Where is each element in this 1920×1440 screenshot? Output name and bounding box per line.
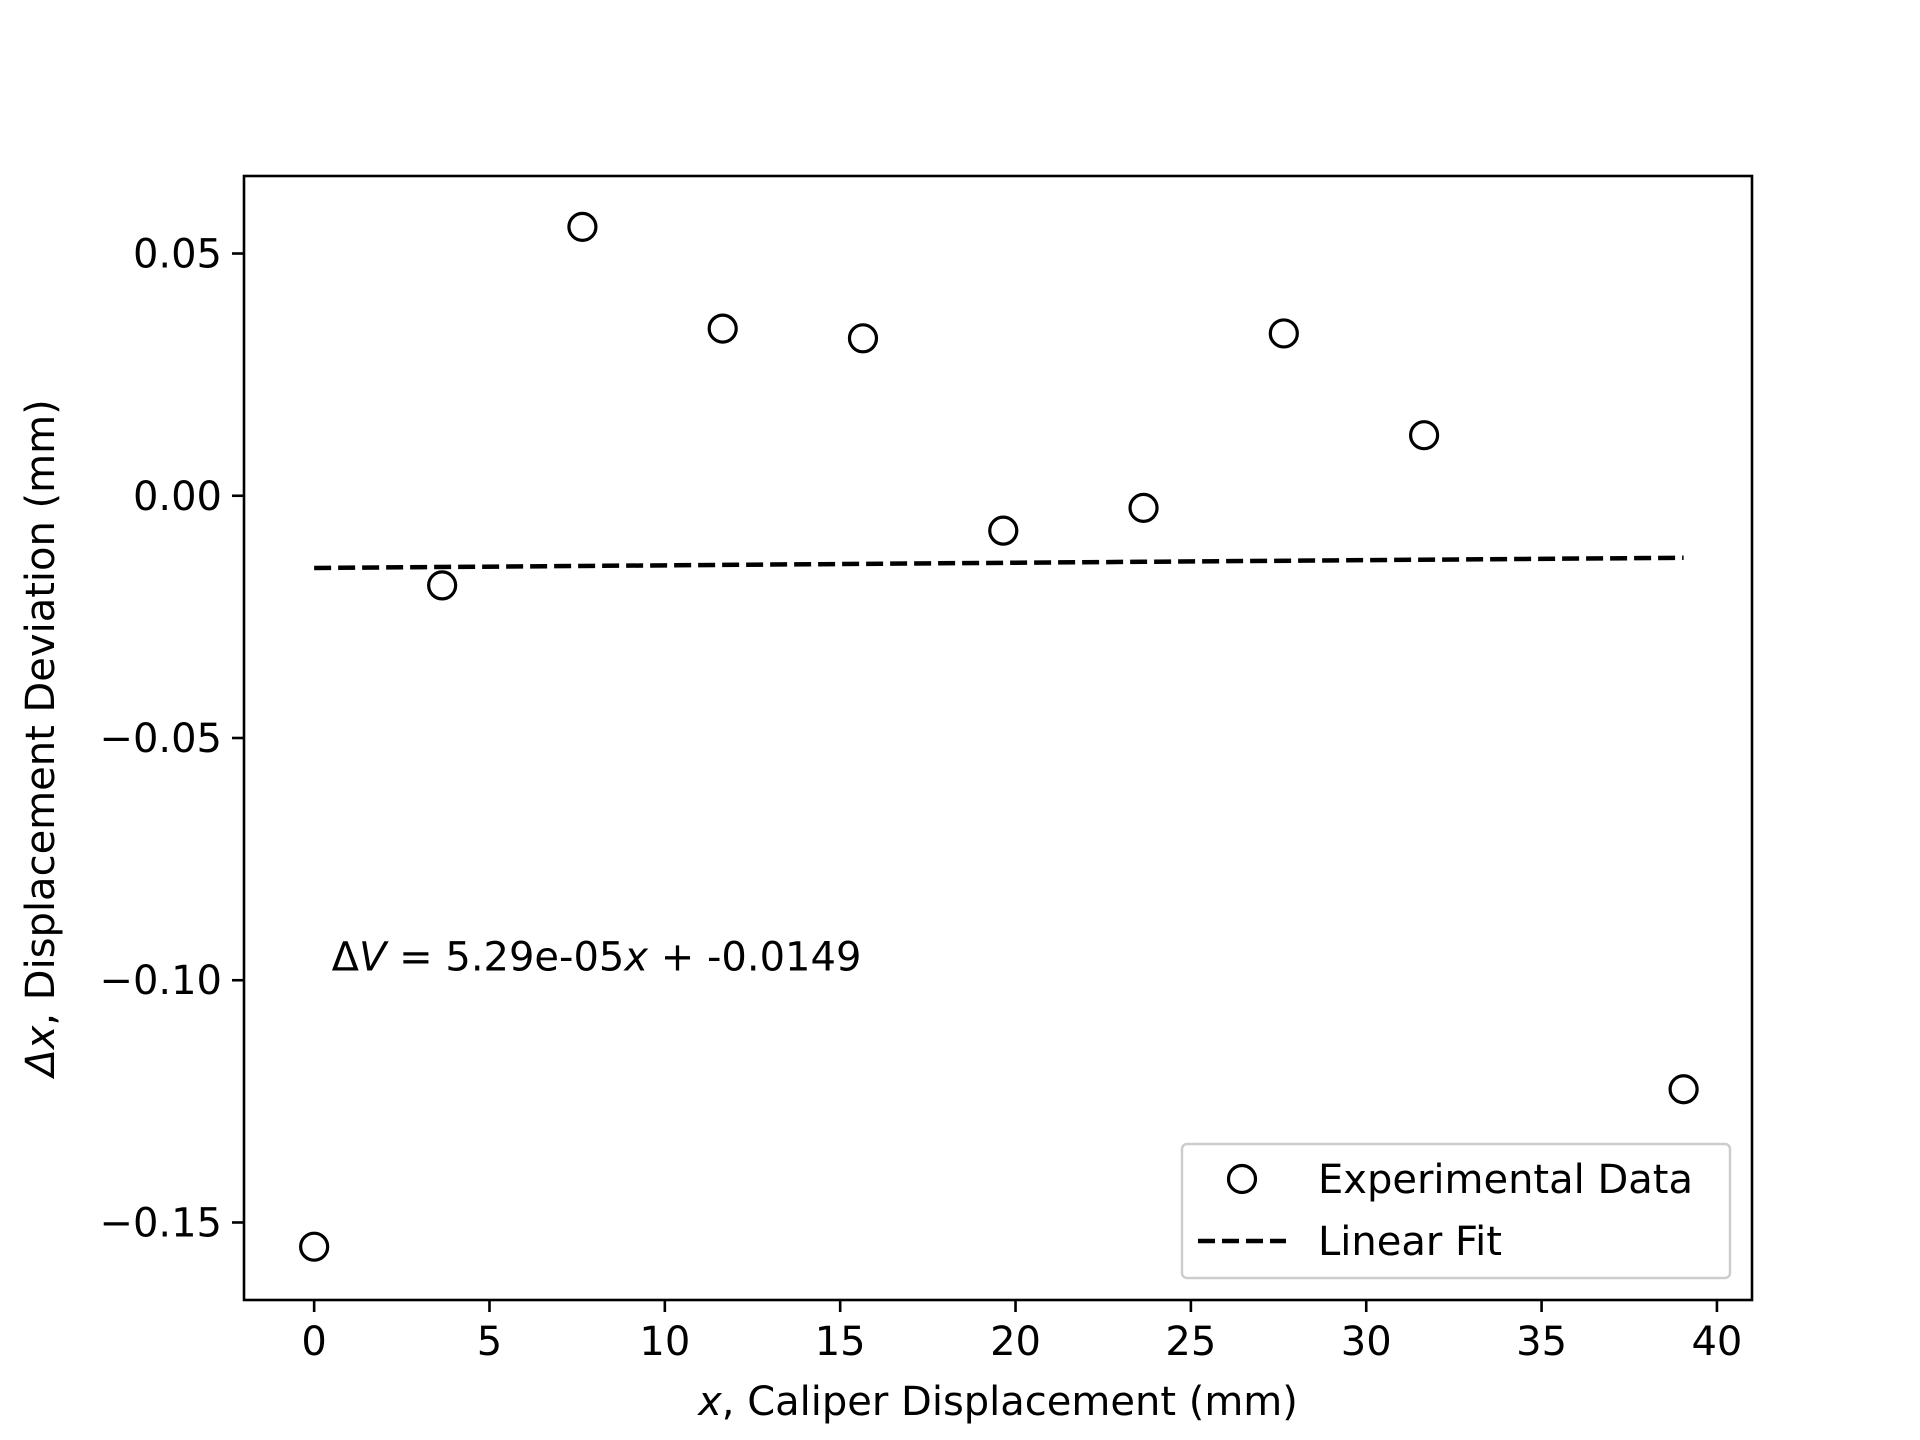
y-axis-label-variable: Δx [18,1025,64,1079]
y-tick-label: −0.05 [99,716,222,762]
annotation-intercept: + -0.0149 [648,935,861,981]
x-axis-label-variable: x [696,1379,722,1425]
annotation-delta: Δ [332,935,360,981]
legend-label-experimental-data: Experimental Data [1318,1157,1693,1203]
data-point [427,570,458,601]
data-point [567,211,598,242]
plot-area [299,211,1699,1262]
data-point [988,515,1019,546]
data-point [847,323,879,354]
legend-box [1180,1142,1732,1280]
y-tick-label: 0.05 [133,232,222,278]
annotation-slope: = 5.29e-05 [386,935,624,981]
x-tick-label: 15 [815,1319,866,1365]
x-tick-label: 40 [1691,1319,1742,1365]
data-point [707,313,738,344]
y-tick-label: −0.15 [99,1200,222,1246]
x-tick-label: 35 [1516,1319,1567,1365]
annotation-lhs-variable: V [359,935,389,981]
x-tick-label: 5 [477,1319,502,1365]
x-axis-label-text: , Caliper Displacement (mm) [722,1379,1298,1425]
x-tick-label: 25 [1165,1319,1216,1365]
y-axis-label: Δx, Displacement Deviation (mm) [18,399,64,1079]
legend: Experimental Data Linear Fit [1180,1142,1732,1280]
y-tick-label: 0.00 [133,474,222,520]
x-axis: 0 5 10 15 20 25 30 35 40 [301,1300,1742,1365]
y-axis: 0.05 0.00 −0.05 −0.10 −0.15 [99,232,244,1246]
linear-fit-line [314,555,1684,571]
legend-marker-experimental-data [1226,1163,1258,1195]
fit-equation-annotation: ΔV = 5.29e-05x + -0.0149 [332,935,862,981]
y-tick-label: −0.10 [99,958,222,1004]
data-point [1668,1074,1699,1105]
x-tick-label: 0 [301,1319,326,1365]
data-point [1408,420,1440,451]
x-tick-label: 10 [639,1319,690,1365]
data-point [1268,318,1299,349]
data-point [1128,492,1159,523]
x-tick-label: 20 [990,1319,1041,1365]
data-point [299,1231,330,1262]
legend-label-linear-fit: Linear Fit [1318,1219,1502,1265]
x-axis-label: x, Caliper Displacement (mm) [696,1379,1298,1425]
y-axis-label-text: , Displacement Deviation (mm) [18,399,64,1025]
annotation-variable: x [622,935,648,981]
x-tick-label: 30 [1341,1319,1392,1365]
